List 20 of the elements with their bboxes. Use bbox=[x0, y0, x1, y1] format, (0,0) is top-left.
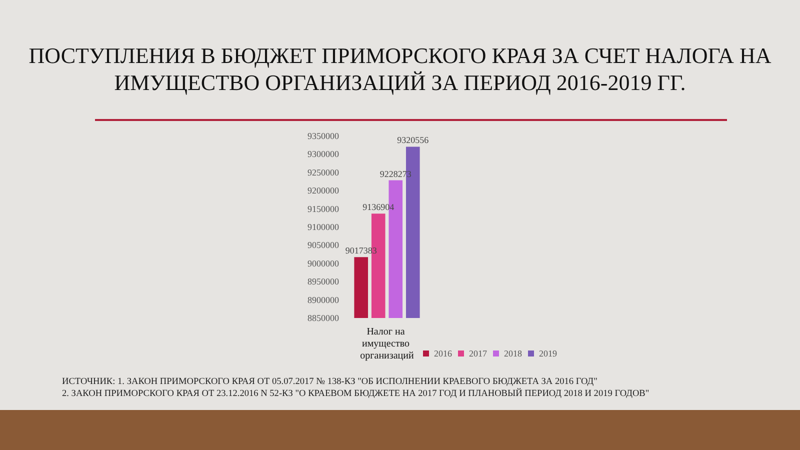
y-tick-label: 9200000 bbox=[308, 186, 340, 196]
data-label: 9320556 bbox=[397, 135, 430, 146]
y-tick-label: 9250000 bbox=[308, 167, 340, 178]
legend-label: 2018 bbox=[504, 348, 522, 358]
y-tick-label: 9050000 bbox=[308, 240, 340, 250]
text: 2. ЗАКОН ПРИМОРСКОГО КРАЯ ОТ 23.12.2016 N 52-КЗ "О КРАЕВОМ БЮДЖЕТЕ НА 2017 ГОД И ПЛАНОВЫЙ ПЕРИОД 2018 И 2019 ГОДОВ" bbox=[62, 388, 650, 400]
y-tick-label: 9300000 bbox=[308, 149, 340, 160]
legend-label: 2019 bbox=[539, 348, 558, 358]
y-tick-label: 8850000 bbox=[308, 313, 340, 323]
y-tick-label: 9000000 bbox=[308, 258, 340, 268]
legend-label: 2017 bbox=[469, 348, 488, 358]
x-tick-label: Налог на имущество организаций bbox=[360, 326, 414, 362]
y-tick-label: 9350000 bbox=[308, 131, 340, 141]
y-tick-label: 8900000 bbox=[308, 294, 340, 305]
y-tick-label: 9150000 bbox=[308, 204, 340, 214]
y-tick-label: 9100000 bbox=[308, 222, 340, 232]
y-tick-label: 8950000 bbox=[308, 276, 340, 287]
chart-title: ПОСТУПЛЕНИЯ В БЮДЖЕТ ПРИМОРСКОГО КРАЯ ЗА СЧЕТ НАЛОГА НА ИМУЩЕСТВО ОРГАНИЗАЦИЙ ЗА ПЕРИОД 2016-2019 ГГ. bbox=[28, 42, 772, 96]
text: ИСТОЧНИК: 1. ЗАКОН ПРИМОРСКОГО КРАЯ ОТ 05.07.2017 № 138-КЗ "ОБ ИСПОЛНЕНИИ КРАЕВОГО БЮДЖЕТА ЗА 2016 ГОД" bbox=[62, 376, 598, 388]
legend-label: 2016 bbox=[434, 348, 452, 358]
